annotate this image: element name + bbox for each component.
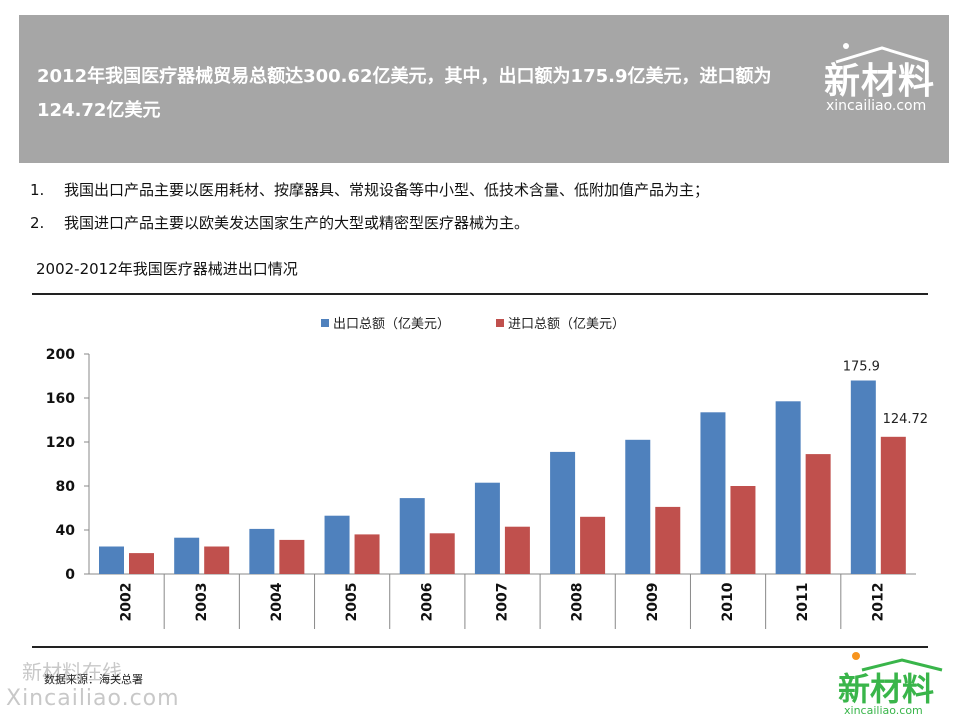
y-tick-label: 40 — [56, 523, 76, 539]
logo-text-cn: 新材料 — [824, 61, 936, 102]
export-bar — [99, 546, 124, 574]
logo-bottom: 新材料 xincailiao.com — [838, 652, 948, 717]
import-bar — [655, 506, 681, 574]
bullet-number: 1. — [30, 181, 45, 199]
x-tick-label: 2007 — [495, 583, 511, 622]
export-bar — [474, 482, 500, 574]
chart-bottom-rule — [32, 646, 928, 648]
bar-chart: 出口总额（亿美元） 进口总额（亿美元） 0 40 80 120 160 200 2002 2003… — [46, 317, 929, 629]
house-logo-icon — [835, 43, 929, 64]
house-logo-icon — [861, 658, 943, 672]
export-bar — [249, 528, 275, 574]
x-tick-label: 2006 — [419, 583, 435, 622]
watermark-text-en: Xincailiao.com — [6, 686, 180, 711]
bullet-text: 我国进口产品主要以欧美发达国家生产的大型或精密型医疗器械为主。 — [64, 214, 530, 232]
import-bar — [129, 553, 154, 574]
y-tick-label: 120 — [46, 435, 75, 451]
x-tick-label: 2010 — [720, 582, 736, 621]
chart-top-rule — [32, 293, 928, 295]
x-tick-label: 2012 — [870, 583, 886, 622]
x-tick-label: 2009 — [645, 583, 661, 622]
import-bar — [279, 539, 305, 574]
x-tick-label: 2011 — [795, 583, 811, 622]
data-label: 124.72 — [883, 412, 929, 427]
import-bar — [204, 546, 230, 574]
logo-text-en: xincailiao.com — [826, 98, 927, 114]
import-bar — [580, 516, 606, 574]
logo-top: 新材料 xincailiao.com — [808, 42, 948, 122]
export-bar — [550, 451, 576, 574]
y-tick-label: 160 — [46, 391, 75, 407]
import-bar — [880, 436, 906, 574]
legend-label: 进口总额（亿美元） — [508, 317, 625, 332]
export-bar — [399, 498, 425, 574]
import-bar — [805, 454, 831, 574]
export-bar — [850, 380, 876, 574]
y-tick-label: 200 — [46, 347, 75, 363]
bullet-list: 1. 我国出口产品主要以医用耗材、按摩器具、常规设备等中小型、低技术含量、低附加值… — [30, 174, 709, 240]
y-tick-label: 0 — [65, 567, 75, 583]
page-title: 2012年我国医疗器械贸易总额达300.62亿美元，其中，出口额为175.9亿美… — [37, 66, 772, 121]
x-tick-label: 2005 — [344, 583, 360, 622]
header-banner: 2012年我国医疗器械贸易总额达300.62亿美元，其中，出口额为175.9亿美… — [19, 15, 949, 163]
export-bar — [625, 439, 651, 574]
data-source-note: 数据来源：海关总署 — [44, 673, 143, 686]
export-bar — [775, 401, 801, 574]
x-tick-label: 2008 — [570, 583, 586, 622]
chart-title: 2002-2012年我国医疗器械进出口情况 — [36, 260, 298, 278]
import-bar — [429, 533, 455, 574]
logo-dot-icon — [852, 652, 860, 660]
import-bar — [504, 526, 530, 574]
bullet-text: 我国出口产品主要以医用耗材、按摩器具、常规设备等中小型、低技术含量、低附加值产品… — [64, 181, 710, 199]
bullet-number: 2. — [30, 214, 45, 232]
import-bar — [730, 486, 756, 574]
logo-text-en: xincailiao.com — [844, 704, 923, 717]
legend-swatch — [321, 319, 329, 327]
x-tick-label: 2003 — [194, 583, 210, 622]
bullet-item: 1. 我国出口产品主要以医用耗材、按摩器具、常规设备等中小型、低技术含量、低附加值… — [30, 174, 709, 207]
y-tick-label: 80 — [56, 479, 76, 495]
export-bar — [700, 412, 726, 574]
bullet-item: 2. 我国进口产品主要以欧美发达国家生产的大型或精密型医疗器械为主。 — [30, 207, 709, 240]
legend-swatch — [496, 319, 504, 327]
logo-text-cn: 新材料 — [838, 670, 935, 708]
export-bar — [174, 537, 200, 574]
export-bar — [324, 515, 350, 574]
x-tick-label: 2004 — [269, 582, 285, 621]
watermark-text-cn: 新材料在线 — [22, 660, 122, 684]
data-label: 175.9 — [843, 360, 880, 375]
legend-label: 出口总额（亿美元） — [333, 317, 450, 332]
x-tick-label: 2002 — [119, 583, 135, 622]
import-bar — [354, 534, 380, 574]
